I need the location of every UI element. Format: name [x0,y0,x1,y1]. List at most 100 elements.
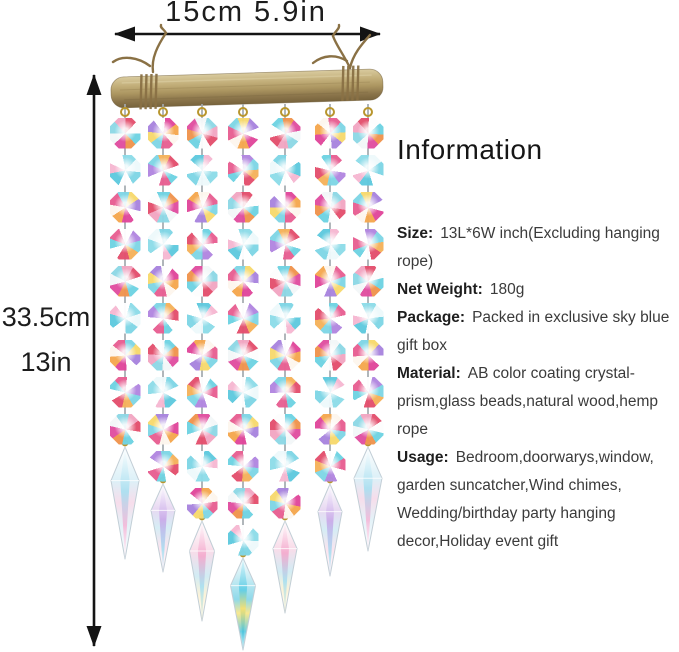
crystal-bead [109,413,141,445]
gold-hook-ring [120,107,130,117]
crystal-bead [269,302,301,334]
rope-wrap-right [341,65,360,102]
prism-facet [363,447,373,551]
crystal-bead [147,117,179,149]
crystal-bead [186,487,218,519]
crystal-bead [352,302,384,334]
info-field: Net Weight: 180g [397,276,679,304]
gold-hook-ring [197,107,207,117]
info-field: Package: Packed in exclusive sky blue gif… [397,304,679,360]
crystal-bead [227,524,259,556]
info-title: Information [397,134,543,165]
crystal-bead [352,265,384,297]
crystal-bead [269,487,301,519]
info-field: Usage: Bedroom,doorwarys,window, garden s… [397,444,679,556]
crystal-bead [227,302,259,334]
prism-facet [238,558,248,650]
crystal-bead [269,191,301,223]
crystal-bead [147,265,179,297]
crystal-bead [227,339,259,371]
crystal-bead [147,413,179,445]
info-field: Size: 13L*6W inch(Excluding hanging rope) [397,220,679,276]
info-fields: Size: 13L*6W inch(Excluding hanging rope)… [397,220,679,556]
crystal-bead [147,450,179,482]
crystal-bead [147,154,179,186]
crystal-bead [314,154,346,186]
crystal-bead [269,228,301,260]
height-measurement-label-cm: 33.5cm [1,302,91,332]
crystal-bead [269,154,301,186]
rope-wrap-left [139,73,158,110]
crystal-bead [227,413,259,445]
gold-hook-ring [238,107,248,117]
prism-facet [281,521,289,613]
gold-hook-ring [158,107,168,117]
crystal-bead [109,302,141,334]
gold-hook-ring [325,107,335,117]
field-value: 180g [489,281,525,298]
crystal-bead [109,339,141,371]
crystal-bead [186,302,218,334]
crystal-bead [109,228,141,260]
crystal-bead [147,376,179,408]
crystal-bead [314,117,346,149]
hemp-rope-right [311,23,372,70]
crystal-bead [352,191,384,223]
field-label: Package: [397,309,466,326]
height-measurement-label-in: 13in [20,347,72,377]
prism-facet [326,484,334,576]
crystal-bead [227,265,259,297]
crystal-bead [227,191,259,223]
crystal-bead [147,191,179,223]
crystal-bead [227,450,259,482]
gold-hook-ring [363,107,373,117]
crystal-bead [186,265,218,297]
crystal-bead [186,154,218,186]
crystal-bead [186,413,218,445]
crystal-bead [227,154,259,186]
field-label: Usage: [397,449,449,466]
hemp-rope-left [111,23,168,74]
wood-bar [110,65,384,110]
crystal-bead [227,117,259,149]
crystal-bead [314,302,346,334]
crystal-bead [314,450,346,482]
prism-facet [197,521,207,621]
field-value: Bedroom,doorwarys,window, garden suncatc… [397,449,654,550]
crystal-bead [269,413,301,445]
crystal-bead [269,117,301,149]
crystal-bead [314,228,346,260]
crystal-bead [269,265,301,297]
info-field: Material: AB color coating crystal-prism,… [397,360,679,444]
crystal-bead [269,450,301,482]
crystal-bead [109,117,141,149]
field-label: Net Weight: [397,281,483,298]
crystal-bead [314,376,346,408]
field-value: 13L*6W inch(Excluding hanging rope) [397,225,660,270]
info-panel: Information Size: 13L*6W inch(Excluding h… [397,134,679,556]
crystal-bead [352,117,384,149]
crystal-bead [269,339,301,371]
crystal-bead [227,228,259,260]
crystal-bead [109,191,141,223]
field-value: Packed in exclusive sky blue gift box [397,309,670,354]
prism-facet [159,484,167,572]
crystal-bead [147,339,179,371]
crystal-bead [186,376,218,408]
prism-facet [120,447,130,559]
crystal-bead [186,117,218,149]
crystal-bead [352,413,384,445]
crystal-bead [352,228,384,260]
field-label: Material: [397,365,461,382]
crystal-bead [147,302,179,334]
crystal-bead [186,228,218,260]
crystal-bead [352,376,384,408]
crystal-bead [314,191,346,223]
crystal-bead [109,265,141,297]
crystal-bead [352,154,384,186]
crystal-bead [109,154,141,186]
crystal-bead [147,228,179,260]
crystal-bead [314,413,346,445]
crystal-bead [227,376,259,408]
